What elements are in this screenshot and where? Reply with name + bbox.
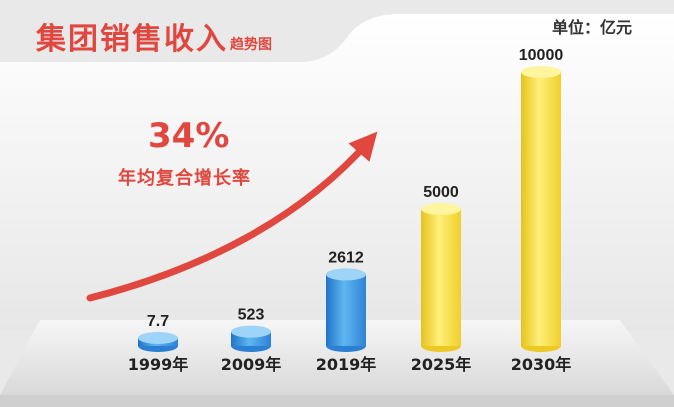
bar-4 xyxy=(521,66,561,352)
bar-body xyxy=(326,274,366,346)
bar-value-label: 7.7 xyxy=(147,313,169,330)
title-subtitle: 趋势图 xyxy=(230,37,272,53)
category-label: 1999年 xyxy=(128,355,189,374)
bar-value-label: 5000 xyxy=(423,184,459,201)
bar-top xyxy=(521,66,561,78)
category-label: 2030年 xyxy=(511,355,572,374)
bar-value-label: 2612 xyxy=(328,249,364,266)
bar-body xyxy=(521,72,561,346)
bar-3 xyxy=(421,203,461,352)
chart-title: 集团销售收入 趋势图 xyxy=(36,14,272,58)
bar-top xyxy=(326,268,366,281)
growth-rate-label: 年均复合增长率 xyxy=(118,168,251,189)
category-label: 2025年 xyxy=(411,355,472,374)
category-label: 2019年 xyxy=(316,355,377,374)
category-label: 2009年 xyxy=(221,355,282,374)
bar-body xyxy=(421,209,461,346)
bar-top xyxy=(231,325,271,338)
bar-group: 7.7 1999年 523 2009年 2612 2019年 5000 2025年 10000 2… xyxy=(128,47,572,374)
bar-1 xyxy=(231,325,271,352)
bar-top xyxy=(138,332,178,344)
bar-0 xyxy=(138,332,178,352)
title-main: 集团销售收入 xyxy=(36,22,228,57)
growth-rate: 34% xyxy=(148,116,230,156)
bar-2 xyxy=(326,268,366,352)
growth-arrow xyxy=(86,131,378,302)
unit-label: 单位：亿元 xyxy=(551,18,632,37)
bar-top xyxy=(421,203,461,215)
bar-value-label: 10000 xyxy=(519,47,564,64)
bar-value-label: 523 xyxy=(238,307,265,324)
